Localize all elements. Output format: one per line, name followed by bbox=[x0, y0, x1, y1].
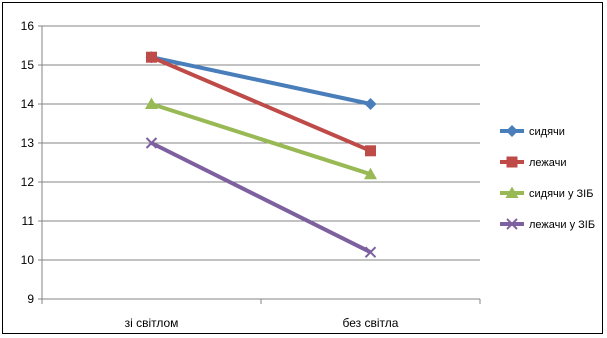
y-tick-label: 16 bbox=[21, 19, 35, 33]
data-point bbox=[364, 98, 377, 110]
legend-label: лежачи у ЗІБ bbox=[529, 219, 595, 231]
series-line bbox=[150, 102, 372, 177]
series-line bbox=[150, 141, 372, 254]
legend-item: сидячи bbox=[500, 125, 565, 138]
legend-marker bbox=[505, 186, 519, 198]
gridlines bbox=[42, 25, 480, 261]
y-tick-label: 14 bbox=[21, 97, 35, 111]
y-tick-label: 13 bbox=[21, 136, 35, 150]
y-tick-label: 15 bbox=[21, 58, 35, 72]
data-point bbox=[364, 167, 377, 180]
series-line bbox=[150, 55, 372, 153]
data-point bbox=[145, 137, 158, 149]
data-point bbox=[146, 51, 157, 63]
y-tick-label: 12 bbox=[21, 175, 35, 189]
legend-marker bbox=[506, 218, 518, 230]
data-point bbox=[365, 145, 376, 157]
legend-item: лежачи bbox=[500, 156, 567, 169]
data-point bbox=[364, 246, 377, 258]
data-point bbox=[145, 97, 158, 109]
legend-item: лежачи у ЗІБ bbox=[500, 218, 595, 231]
x-tick-label: зі світлом bbox=[125, 316, 179, 330]
legend-item: сидячи у ЗІБ bbox=[500, 186, 593, 200]
legend-label: лежачи bbox=[529, 157, 567, 169]
series-lines bbox=[145, 51, 377, 258]
legend-label: сидячи bbox=[529, 126, 565, 138]
legend-marker bbox=[506, 156, 518, 168]
y-tick-label: 9 bbox=[27, 292, 34, 306]
legend-marker bbox=[506, 125, 518, 137]
y-tick-label: 10 bbox=[21, 253, 35, 267]
chart-frame bbox=[2, 2, 603, 334]
y-tick-label: 11 bbox=[22, 214, 35, 228]
x-marker-stroke bbox=[145, 137, 158, 149]
x-marker-stroke bbox=[506, 218, 518, 230]
series-line bbox=[151, 55, 371, 106]
x-tick-label: без світла bbox=[343, 316, 399, 330]
legend: сидячи лежачи сидячи у ЗІБ лежачи у ЗІБ bbox=[500, 125, 595, 231]
axes: 9 10 11 12 13 14 15 16 зі світлом без світла bbox=[21, 19, 481, 330]
legend-label: сидячи у ЗІБ bbox=[529, 188, 593, 200]
x-marker-stroke bbox=[364, 246, 377, 258]
